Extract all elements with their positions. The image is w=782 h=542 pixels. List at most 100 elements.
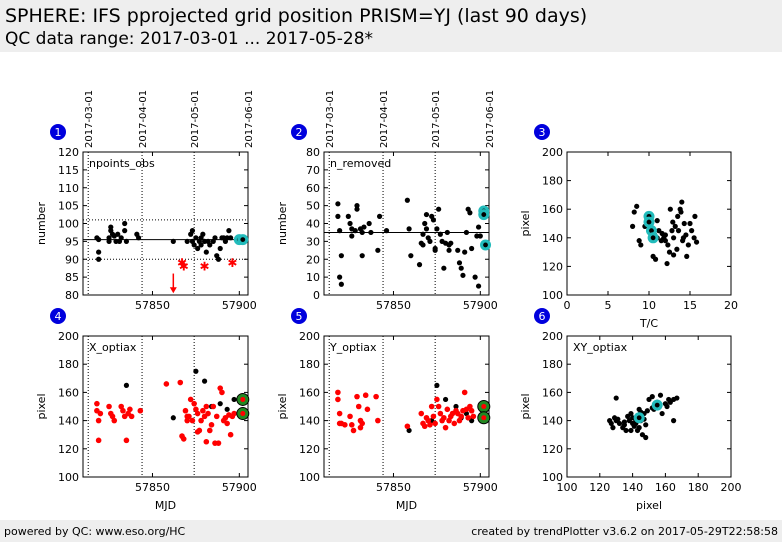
out-of-range-arrowhead — [169, 287, 177, 294]
y-tick-label: 10 — [306, 271, 320, 284]
outlier-star: ✱ — [179, 259, 189, 273]
data-point — [462, 249, 468, 255]
outlier-point — [404, 423, 411, 430]
chart-panel-1: 1 2017-03-01 2017-04-01 2017-05-01 2017-06-0… — [35, 90, 257, 312]
y-tick-label: 200 — [542, 330, 563, 343]
panel-number: 1 — [55, 126, 62, 139]
data-point — [416, 262, 423, 268]
x-tick-label: 10 — [642, 299, 656, 312]
data-point — [335, 201, 341, 207]
data-point — [679, 199, 685, 205]
data-point — [359, 253, 365, 259]
data-point — [643, 422, 649, 428]
plot-frame — [82, 151, 249, 296]
data-point — [354, 203, 360, 209]
outlier-point — [219, 389, 225, 396]
y-axis-label: number — [276, 202, 289, 245]
data-point — [203, 249, 209, 255]
data-point — [477, 233, 483, 239]
x-tick-label: 57850 — [376, 299, 411, 312]
y-tick-label: 120 — [542, 443, 563, 456]
outlier-point — [111, 417, 118, 424]
data-point — [659, 410, 665, 417]
y-tick-label: 120 — [58, 146, 79, 159]
plot-frame — [82, 335, 249, 478]
y-tick-label: 160 — [58, 386, 79, 399]
outlier-point — [335, 389, 341, 396]
outlier-point — [123, 437, 130, 444]
data-point — [455, 247, 461, 253]
outlier-point — [357, 424, 364, 431]
data-point — [335, 213, 341, 219]
outlier-point — [180, 436, 187, 442]
data-point — [666, 249, 673, 255]
y-tick-label: 40 — [306, 218, 320, 231]
y-tick-label: 50 — [306, 200, 320, 213]
latest-point-core — [483, 242, 488, 248]
data-point — [671, 418, 677, 424]
data-point — [678, 209, 684, 215]
data-point — [664, 403, 670, 410]
data-point — [460, 272, 466, 278]
data-point — [634, 427, 641, 434]
outlier-point — [109, 413, 116, 420]
outlier-point — [355, 403, 362, 410]
y-tick-label: 120 — [299, 443, 320, 456]
data-point — [217, 401, 223, 407]
data-point — [625, 413, 631, 419]
data-point — [406, 427, 412, 434]
data-point — [349, 233, 355, 239]
x-tick-label: 57900 — [463, 299, 498, 312]
y-tick-label: 100 — [58, 471, 79, 484]
data-point — [135, 235, 142, 241]
y-tick-label: 140 — [542, 232, 563, 245]
data-point — [671, 235, 677, 241]
data-point — [96, 256, 102, 262]
latest-point-core — [654, 402, 660, 408]
data-point — [423, 226, 430, 232]
data-point — [191, 242, 197, 248]
data-point — [228, 235, 234, 241]
data-point — [96, 249, 102, 255]
data-point — [226, 228, 232, 234]
outlier-point — [213, 413, 220, 420]
panel-label: XY_optiax — [573, 341, 628, 354]
x-axis-label: pixel — [636, 499, 662, 512]
outlier-point — [434, 396, 440, 403]
x-tick-label: 57850 — [376, 481, 411, 494]
outlier-point — [335, 396, 341, 403]
data-point — [652, 256, 659, 262]
data-point — [434, 382, 440, 388]
data-point — [674, 246, 680, 252]
data-point — [634, 203, 640, 209]
y-axis-label: pixel — [276, 393, 289, 419]
outlier-point — [137, 407, 144, 414]
outlier-point — [208, 422, 215, 428]
y-tick-label: 105 — [58, 200, 79, 213]
data-point — [636, 406, 642, 412]
outlier-point — [425, 417, 432, 424]
data-point — [420, 231, 426, 237]
data-point — [122, 220, 128, 227]
data-point — [448, 240, 454, 246]
outlier-point — [217, 385, 224, 391]
outlier-point — [194, 410, 201, 417]
data-point — [610, 425, 616, 431]
data-point — [674, 395, 680, 401]
y-axis-label: number — [35, 202, 48, 245]
y-tick-label: 100 — [299, 471, 320, 484]
data-point — [366, 220, 372, 227]
latest-point-core — [481, 404, 487, 409]
chart-panel-4: 4 100 120 140 160 180 200 57850 57900 pixel MJD X_o… — [35, 308, 257, 512]
x-axis-label: MJD — [396, 499, 417, 512]
x-tick-label: 180 — [688, 481, 709, 494]
outlier-point — [470, 413, 477, 420]
outlier-point — [97, 410, 104, 417]
outlier-point — [336, 410, 343, 417]
outlier-point — [451, 420, 458, 427]
latest-point-core — [646, 219, 652, 225]
panel-label: X_optiax — [89, 341, 137, 354]
outlier-point — [95, 437, 102, 444]
chart-panel-5: 5 100 120 140 160 180 200 57850 57900 pixel MJD Y_o… — [276, 308, 498, 512]
data-point — [207, 242, 213, 248]
